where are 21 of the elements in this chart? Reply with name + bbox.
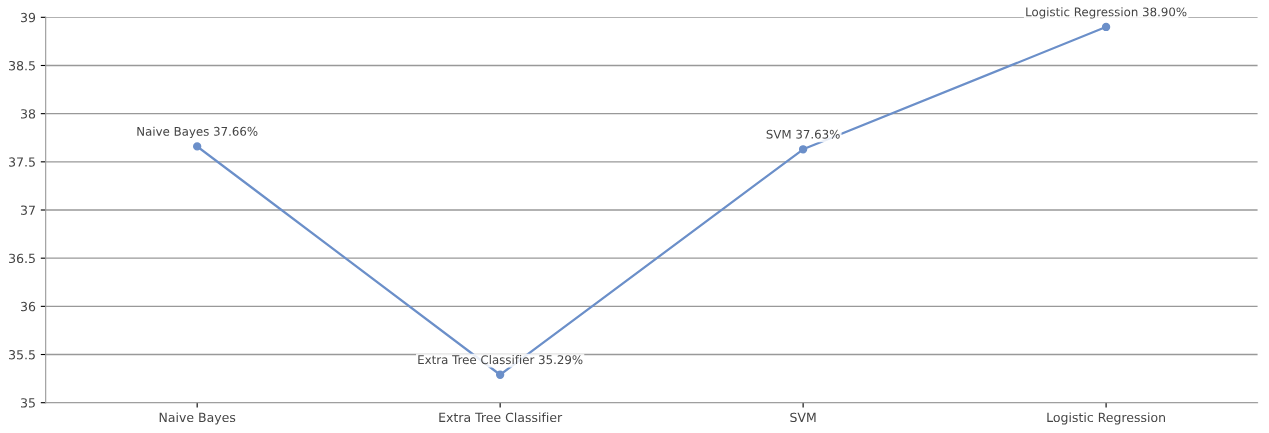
y-tick-label: 39: [21, 12, 36, 23]
point: [495, 370, 505, 379]
y-tick-label: 37.5: [9, 157, 35, 167]
y-tick-label: 35: [21, 398, 35, 408]
x-tick-label: Logistic Regression: [1047, 412, 1165, 425]
y-tick-label: 35.5: [9, 349, 35, 360]
data-label: Naive Bayes 37.66%: [137, 126, 258, 139]
y-tick-label: 38: [21, 109, 36, 119]
data-label: SVM 37.63%: [766, 129, 840, 139]
y-tick-label: 36: [21, 301, 36, 312]
point: [798, 145, 808, 154]
x-tick-label: Extra Tree Classifier: [439, 412, 563, 423]
point: [193, 142, 202, 151]
x-tick-label: Naive Bayes: [159, 412, 236, 425]
y-tick-label: 38.5: [9, 60, 35, 71]
y-tick-label: 37: [21, 205, 35, 215]
point: [1101, 22, 1111, 32]
data-label: Logistic Regression 38.90%: [1026, 7, 1187, 19]
y-tick-label: 36.5: [9, 253, 35, 264]
data-label: Extra Tree Classifier 35.29%: [418, 354, 583, 365]
x-tick-label: SVM: [790, 412, 816, 423]
